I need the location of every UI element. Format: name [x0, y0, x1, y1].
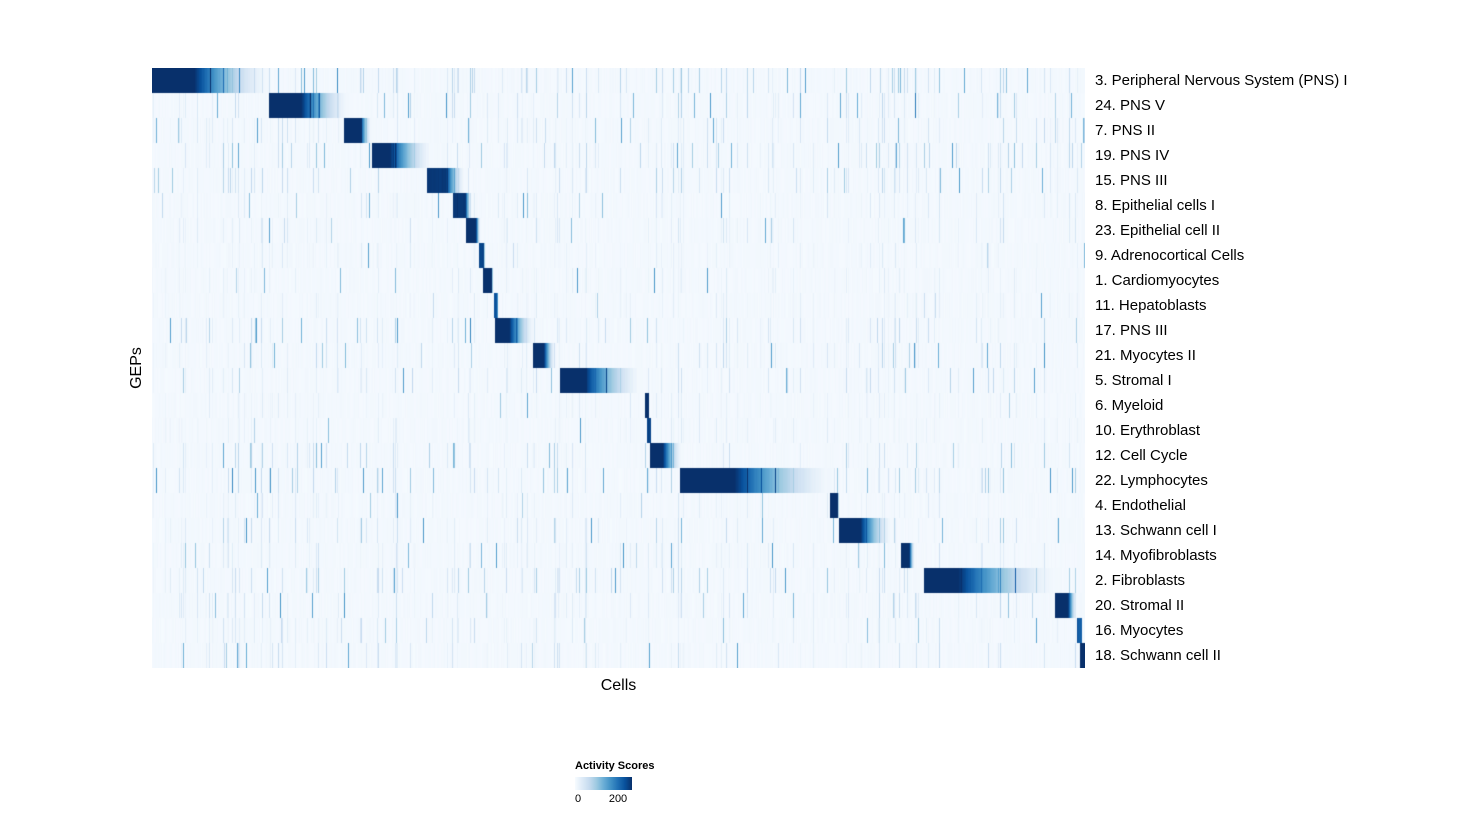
- row-label: 3. Peripheral Nervous System (PNS) I: [1095, 72, 1348, 89]
- row-label: 6. Myeloid: [1095, 397, 1164, 414]
- row-label: 22. Lymphocytes: [1095, 472, 1208, 489]
- row-label: 7. PNS II: [1095, 122, 1156, 139]
- colorbar-legend: Activity Scores 0 200: [575, 760, 715, 807]
- row-label: 10. Erythroblast: [1095, 422, 1201, 439]
- y-axis-label-wrap: GEPs: [122, 68, 152, 668]
- legend-title: Activity Scores: [575, 760, 655, 772]
- legend-tick-max: 200: [608, 793, 628, 805]
- row-label: 24. PNS V: [1095, 97, 1166, 114]
- heatmap-canvas: [152, 68, 1085, 668]
- legend-gradient: [575, 777, 632, 790]
- row-label: 23. Epithelial cell II: [1095, 222, 1221, 239]
- row-label: 18. Schwann cell II: [1095, 647, 1221, 664]
- row-label: 4. Endothelial: [1095, 497, 1186, 514]
- legend-ticks: 0 200: [575, 793, 715, 807]
- row-label: 11. Hepatoblasts: [1095, 297, 1207, 314]
- row-label: 1. Cardiomyocytes: [1095, 272, 1220, 289]
- y-axis-label: GEPs: [128, 347, 146, 389]
- row-label: 5. Stromal I: [1095, 372, 1172, 389]
- row-labels: 3. Peripheral Nervous System (PNS) I 24. …: [1095, 68, 1455, 668]
- row-label: 17. PNS III: [1095, 322, 1168, 339]
- heatmap-plot-area: [152, 68, 1085, 668]
- row-label: 21. Myocytes II: [1095, 347, 1196, 364]
- row-label: 20. Stromal II: [1095, 597, 1185, 614]
- row-label: 12. Cell Cycle: [1095, 447, 1188, 464]
- row-label: 9. Adrenocortical Cells: [1095, 247, 1245, 264]
- row-label: 15. PNS III: [1095, 172, 1168, 189]
- legend-tick-min: 0: [574, 793, 582, 805]
- row-label: 2. Fibroblasts: [1095, 572, 1186, 589]
- row-label: 16. Myocytes: [1095, 622, 1184, 639]
- row-label: 19. PNS IV: [1095, 147, 1170, 164]
- row-label: 8. Epithelial cells I: [1095, 197, 1216, 214]
- x-axis-label: Cells: [600, 677, 637, 694]
- row-label: 13. Schwann cell I: [1095, 522, 1217, 539]
- row-label: 14. Myofibroblasts: [1095, 547, 1217, 564]
